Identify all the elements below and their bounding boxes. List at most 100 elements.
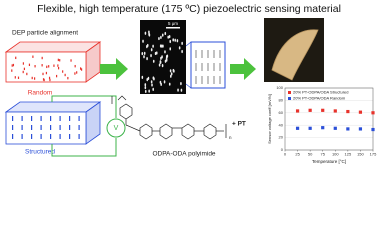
particle-random (12, 63, 15, 67)
particle-random (22, 70, 24, 74)
particle-random (48, 65, 50, 68)
chart-plot: 0 20 40 60 80 100 0 25 50 75 100 125 150 175 Temperatu… (267, 85, 377, 164)
particle (181, 41, 183, 45)
particle (162, 44, 164, 48)
x-tick-label: 0 (284, 152, 287, 157)
particle-random (15, 56, 17, 60)
particle (169, 69, 172, 73)
y-axis-label: Sensor voltage coeff [mV/N] (267, 94, 272, 144)
data-point (308, 126, 312, 130)
particle (146, 77, 149, 82)
x-tick-label: 75 (320, 152, 325, 157)
particle (143, 51, 146, 55)
particle-random (62, 70, 64, 73)
particle-structured (12, 116, 14, 121)
particle (144, 85, 147, 90)
particle-random (80, 67, 82, 70)
x-tick-label: 125 (345, 152, 352, 157)
particle-structured (40, 134, 42, 139)
data-point (308, 108, 312, 112)
particle-random (49, 78, 51, 82)
x-tick-label: 25 (295, 152, 300, 157)
particle (168, 34, 171, 39)
particle-random (43, 78, 45, 82)
particle (181, 49, 183, 54)
particle-structured (50, 116, 52, 121)
particle (150, 48, 153, 52)
particle-structured (40, 125, 42, 130)
particle (178, 46, 181, 50)
particle-random (48, 76, 51, 80)
particle-random (42, 72, 44, 76)
particle-random (70, 59, 72, 62)
particle-random (56, 74, 58, 78)
particles (141, 30, 183, 94)
arrow (100, 58, 128, 80)
data-point (346, 127, 350, 131)
y-tick-label: 40 (279, 122, 284, 127)
zoom-line (185, 41, 192, 47)
data-point (358, 127, 363, 131)
particle (169, 39, 172, 44)
particle (142, 39, 144, 43)
particle-random (23, 67, 26, 71)
particle (160, 35, 162, 40)
particle (154, 51, 157, 56)
particle (159, 60, 162, 64)
plot-frame (284, 87, 374, 151)
particle-structured (21, 125, 23, 130)
particle (176, 39, 179, 43)
x-tick-label: 50 (308, 152, 313, 157)
particle-random (74, 72, 76, 75)
particle-structured (78, 134, 80, 139)
scale-label: 5 μm (168, 21, 178, 26)
particle (177, 88, 179, 92)
particle-random (57, 66, 60, 70)
data-point (333, 126, 337, 130)
particle (143, 55, 145, 59)
y-tick-label: 0 (281, 147, 284, 152)
data-point (295, 126, 300, 130)
particle (168, 82, 171, 86)
particle (152, 76, 155, 80)
chemical-structure (111, 95, 227, 140)
particle-random (22, 62, 24, 65)
particle-random (32, 55, 34, 58)
particle (164, 50, 166, 54)
particle-random (53, 64, 55, 67)
particle-random (64, 73, 66, 77)
legend-swatch (288, 91, 291, 94)
y-tick-label: 20 (279, 135, 284, 140)
particle-random (57, 64, 59, 67)
particle (165, 58, 168, 62)
particle (164, 31, 167, 36)
data-point (346, 109, 350, 114)
x-tick-label: 175 (370, 152, 377, 157)
particle (158, 63, 161, 67)
circuit (51, 95, 126, 157)
particle-random (42, 78, 45, 81)
scale-bar (166, 27, 180, 29)
particle-structured (31, 116, 33, 121)
particle-structured (12, 125, 14, 130)
particle-structured (21, 134, 23, 139)
particle-structured (69, 134, 71, 139)
particle (150, 80, 153, 84)
data-point (371, 111, 375, 115)
particle (166, 54, 169, 58)
particle (161, 55, 163, 59)
data-point (295, 109, 300, 113)
particle (144, 31, 147, 35)
particle (152, 59, 155, 63)
particle (169, 47, 172, 51)
film (271, 29, 319, 81)
particle-random (41, 56, 43, 60)
particle (160, 56, 162, 60)
additive: + PT (232, 121, 246, 128)
particle (144, 83, 147, 87)
structured-label: Structured (25, 149, 55, 156)
particle (172, 68, 175, 73)
particle-random (57, 58, 59, 62)
particle-structured (12, 134, 14, 139)
particle-random (80, 68, 83, 71)
